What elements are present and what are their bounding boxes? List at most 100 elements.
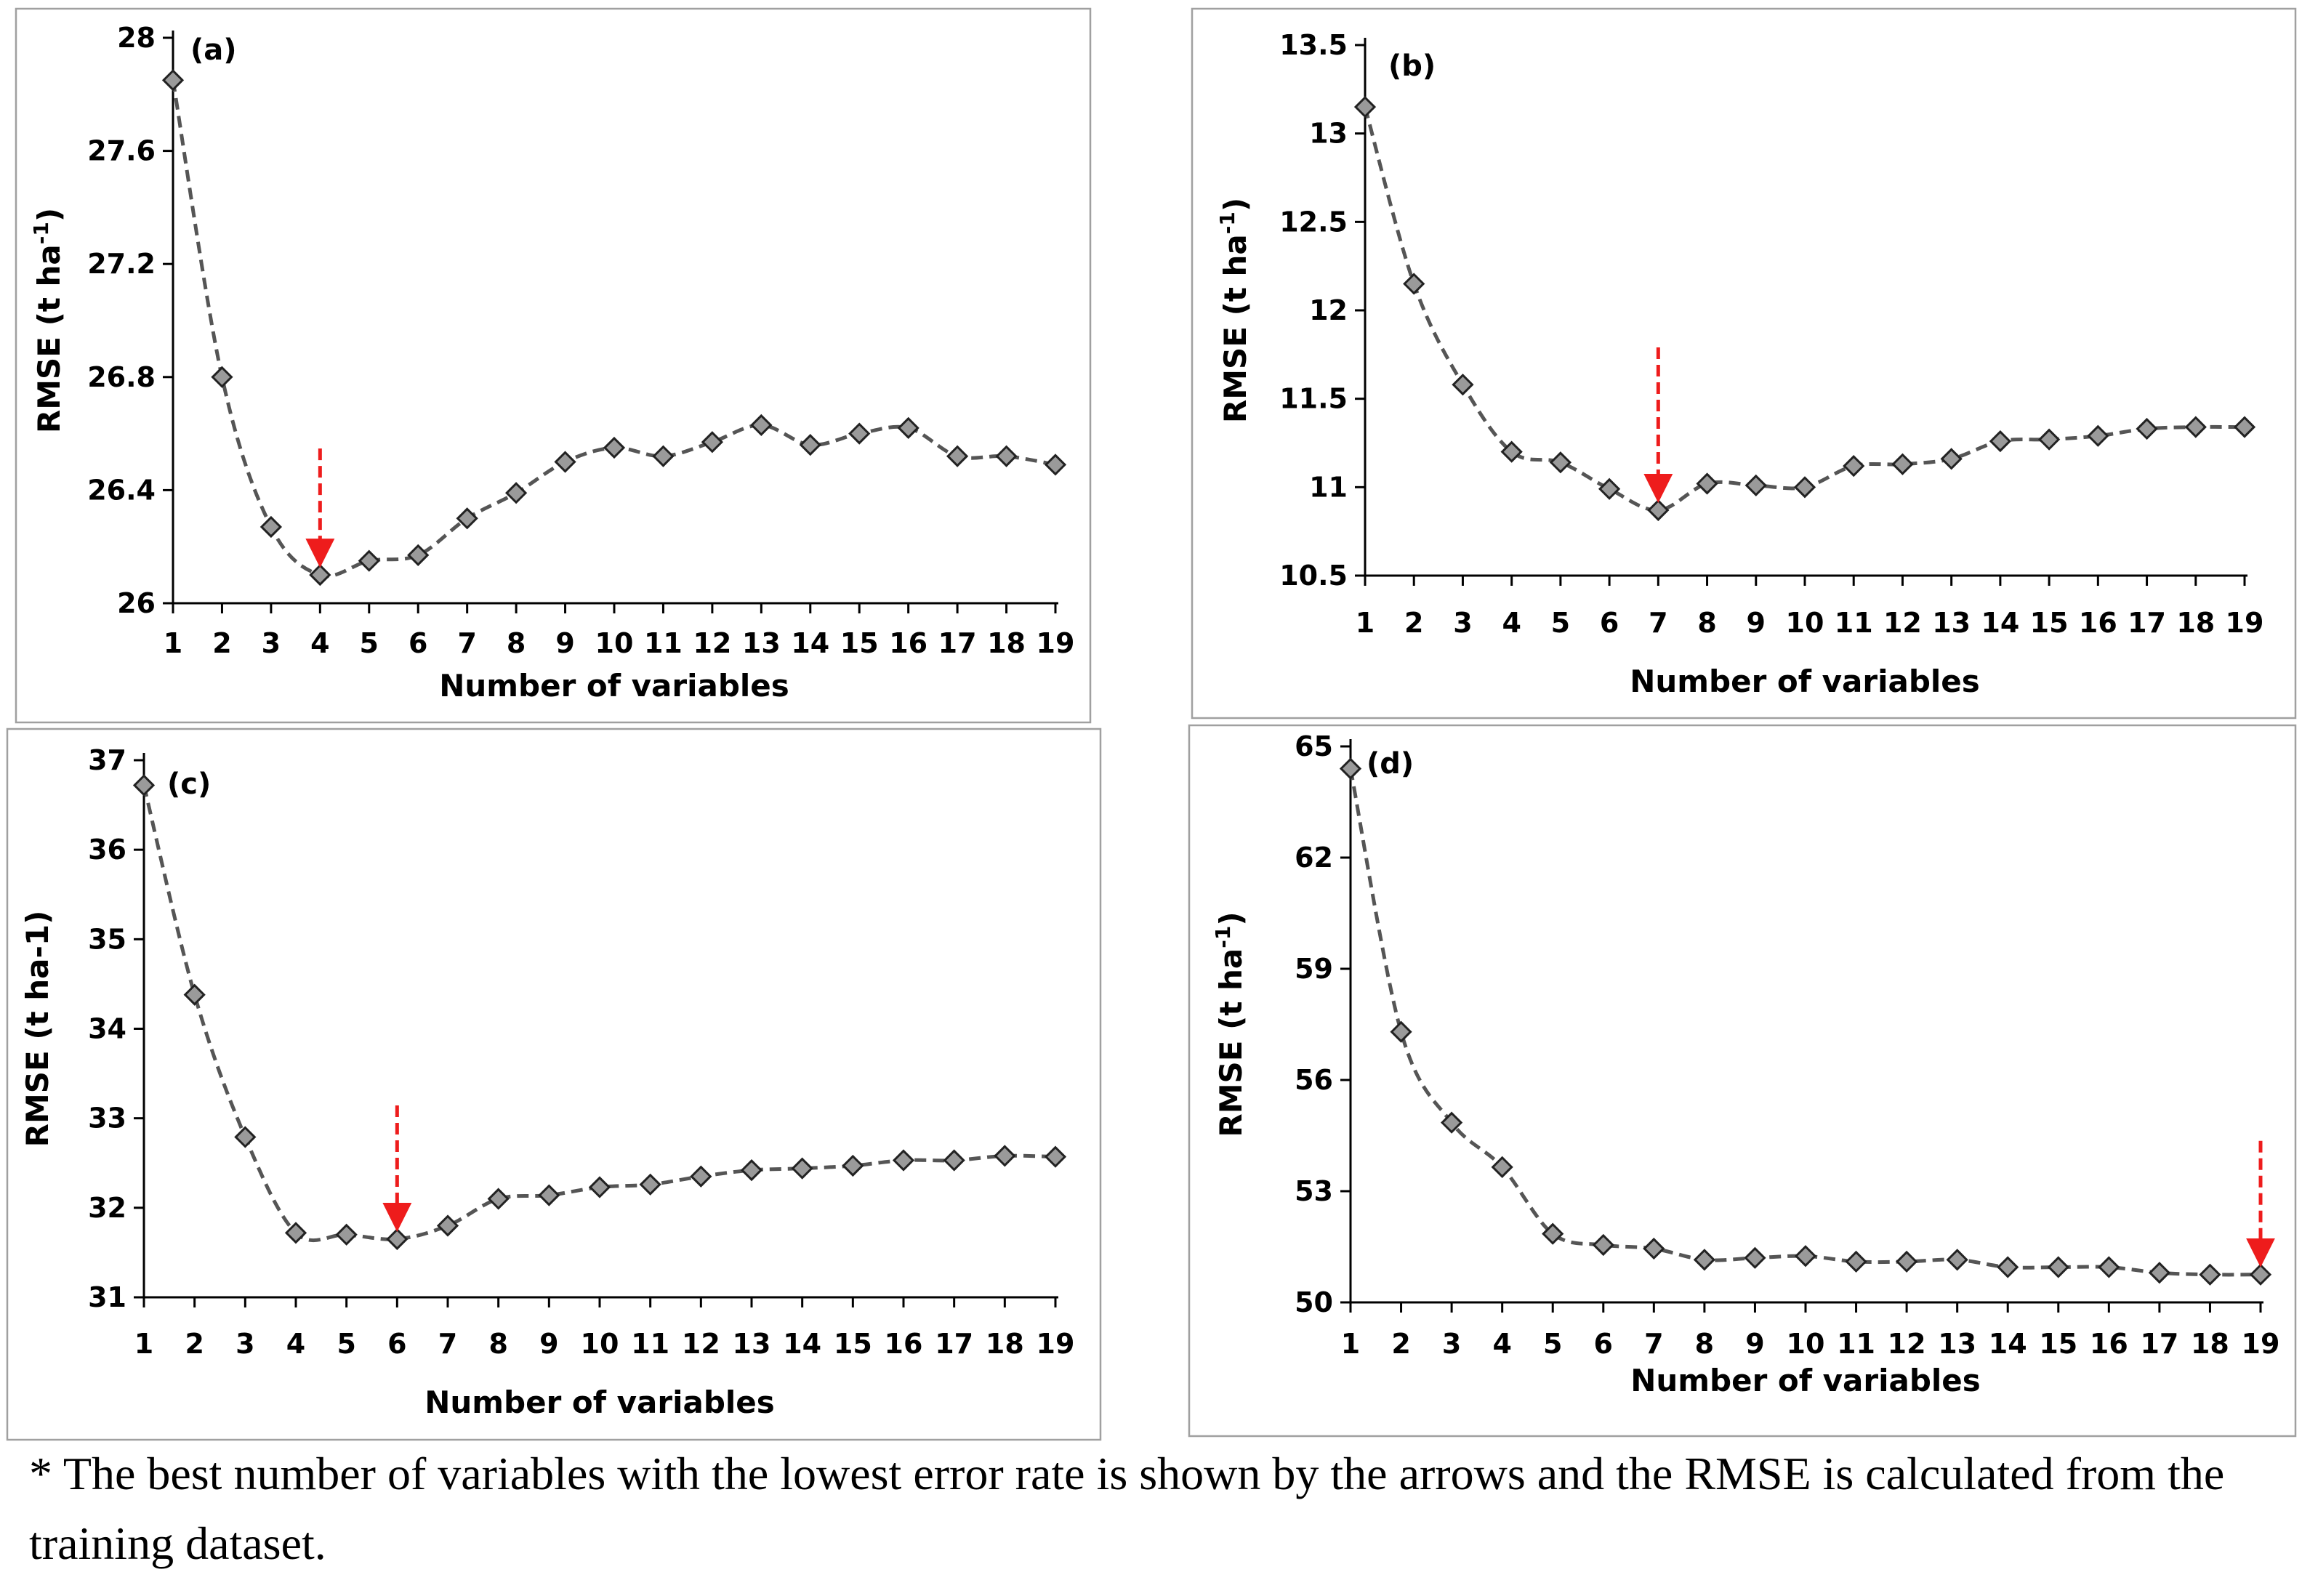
series-line	[171, 79, 1056, 579]
x-tick-label: 2	[1404, 607, 1423, 639]
x-tick-label: 9	[1747, 607, 1766, 639]
x-tick-label: 3	[236, 1328, 254, 1360]
x-tick-label: 1	[1341, 1328, 1360, 1360]
data-point	[588, 1176, 611, 1198]
x-tick-label: 14	[1989, 1328, 2027, 1360]
data-point	[335, 1223, 358, 1246]
data-point	[386, 1228, 409, 1251]
x-tick-label: 13	[1938, 1328, 1976, 1360]
data-point	[2136, 417, 2158, 440]
x-axis-label: Number of variables	[424, 1385, 775, 1420]
y-tick-label: 10.5	[1279, 560, 1348, 592]
y-axis-label: RMSE (t ha-1)	[29, 208, 68, 433]
data-point	[2249, 1263, 2272, 1286]
data-point	[1339, 757, 1362, 780]
y-tick-label: 37	[88, 744, 126, 776]
data-point	[1491, 1156, 1513, 1178]
data-point	[1403, 273, 1425, 295]
x-tick-label: 10	[1787, 1328, 1825, 1360]
series-line	[142, 784, 1056, 1242]
data-point	[211, 366, 233, 388]
y-axis-label: RMSE (t ha-1)	[1211, 911, 1249, 1137]
y-tick-label: 35	[88, 923, 126, 955]
x-tick-label: 19	[1037, 627, 1075, 659]
data-point	[848, 422, 871, 445]
x-tick-label: 5	[360, 627, 379, 659]
x-tick-label: 17	[935, 1328, 973, 1360]
data-point	[2047, 1256, 2069, 1278]
data-point	[1044, 454, 1067, 476]
x-tick-label: 6	[1600, 607, 1619, 639]
y-tick-label: 36	[88, 834, 126, 866]
x-tick-label: 16	[889, 627, 927, 659]
data-point	[456, 507, 478, 530]
x-tick-label: 17	[938, 627, 977, 659]
x-tick-label: 5	[337, 1328, 355, 1360]
y-tick-label: 62	[1295, 842, 1333, 874]
panel-label: (a)	[190, 33, 237, 67]
data-point	[161, 69, 185, 92]
x-tick-label: 8	[1695, 1328, 1714, 1360]
x-tick-label: 10	[581, 1328, 619, 1360]
series-line	[1363, 106, 2245, 512]
y-tick-label: 53	[1295, 1175, 1333, 1207]
panel-frame	[1188, 724, 2297, 1438]
y-tick-label: 12	[1309, 294, 1348, 326]
x-tick-label: 4	[1492, 1328, 1511, 1360]
data-point	[1744, 1246, 1766, 1269]
data-point	[1500, 440, 1523, 463]
data-point	[842, 1154, 864, 1177]
figure-caption: * The best number of variables with the …	[29, 1448, 2225, 1569]
x-tick-label: 7	[457, 627, 476, 659]
data-point	[652, 445, 675, 467]
y-axis-label: RMSE (t ha-1)	[20, 911, 55, 1148]
y-tick-label: 13	[1309, 118, 1348, 150]
x-tick-label: 4	[286, 1328, 305, 1360]
x-tick-label: 6	[409, 627, 427, 659]
y-tick-label: 59	[1295, 953, 1333, 985]
x-tick-label: 11	[644, 627, 683, 659]
x-tick-label: 12	[1888, 1328, 1926, 1360]
data-point	[943, 1149, 965, 1172]
x-tick-label: 3	[1442, 1328, 1461, 1360]
data-point	[1843, 455, 1865, 477]
data-point	[1044, 1145, 1067, 1168]
data-point	[603, 436, 626, 459]
data-point	[1390, 1020, 1412, 1043]
panel-label: (b)	[1388, 49, 1436, 83]
data-point	[892, 1149, 915, 1172]
x-tick-label: 12	[693, 627, 731, 659]
data-point	[1794, 1245, 1817, 1267]
x-tick-label: 16	[2079, 607, 2117, 639]
x-tick-label: 14	[1981, 607, 2019, 639]
x-tick-label: 11	[1835, 607, 1873, 639]
x-tick-label: 8	[1697, 607, 1716, 639]
data-point	[436, 1214, 459, 1237]
x-tick-label: 4	[1502, 607, 1521, 639]
data-point	[1696, 472, 1718, 495]
data-point	[701, 431, 724, 454]
data-point	[740, 1158, 763, 1182]
y-tick-label: 28	[117, 22, 156, 54]
x-tick-label: 4	[310, 627, 329, 659]
x-tick-label: 17	[2128, 607, 2166, 639]
data-point	[1793, 476, 1816, 499]
data-point	[1997, 1256, 2019, 1278]
data-point	[1744, 474, 1767, 497]
data-point	[1989, 430, 2012, 453]
data-point	[1946, 1249, 1968, 1271]
data-point	[284, 1222, 307, 1244]
panel-frame	[6, 728, 1102, 1441]
x-tick-label: 6	[1594, 1328, 1613, 1360]
y-tick-label: 11	[1309, 471, 1348, 503]
x-tick-label: 7	[438, 1328, 457, 1360]
x-tick-label: 16	[2090, 1328, 2128, 1360]
y-tick-label: 27.6	[87, 135, 156, 167]
panel-frame	[1191, 7, 2297, 720]
x-tick-label: 15	[840, 627, 879, 659]
data-point	[1647, 499, 1670, 522]
data-point	[2233, 416, 2256, 438]
